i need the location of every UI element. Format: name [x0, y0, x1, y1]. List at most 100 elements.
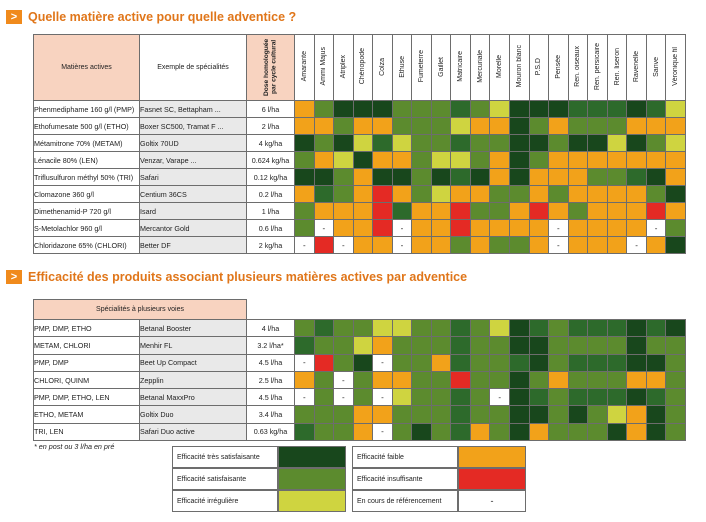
efficacy-cell	[450, 422, 471, 442]
efficacy-cell	[645, 117, 667, 135]
efficacy-cell	[509, 134, 530, 152]
efficacy-cell	[626, 100, 647, 118]
efficacy-cell	[665, 202, 686, 220]
weed-header-fumeterre: Fumeterre	[411, 34, 432, 101]
efficacy-cell	[626, 388, 647, 407]
efficacy-cell	[352, 100, 374, 118]
efficacy-cell	[450, 236, 471, 254]
efficacy-cell	[606, 151, 628, 169]
efficacy-cell	[548, 388, 569, 407]
efficacy-cell: -	[372, 422, 393, 442]
efficacy-cell	[430, 151, 452, 169]
efficacy-cell	[587, 168, 608, 186]
header-blank	[392, 299, 412, 320]
efficacy-cell	[469, 236, 491, 254]
weed-header-ethuse: Ethuse	[391, 34, 413, 101]
weed-label: Amarante	[300, 51, 308, 82]
weed-label: Véronique fil	[672, 47, 680, 86]
efficacy-cell	[528, 405, 550, 424]
header-blank	[607, 299, 627, 320]
efficacy-cell	[430, 100, 452, 118]
efficacy-cell: -	[391, 219, 413, 237]
weed-label: Mercuriale	[476, 50, 484, 83]
efficacy-cell	[352, 318, 374, 338]
active-cell: Ethofumesate 500 g/l (ETHO)	[33, 117, 140, 135]
footnote: * en post ou 3 l/ha en pré	[34, 442, 115, 451]
spec-cell: Safari	[139, 168, 247, 186]
header-blank	[646, 299, 666, 320]
weed-label: Atriplex	[339, 54, 347, 79]
legend-swatch	[278, 468, 346, 490]
legend-swatch	[458, 468, 526, 490]
efficacy-cell	[450, 185, 471, 203]
efficacy-cell	[606, 185, 628, 203]
efficacy-cell	[567, 185, 589, 203]
efficacy-cell	[469, 336, 491, 355]
efficacy-cell	[430, 422, 452, 442]
efficacy-cell	[313, 168, 335, 186]
header-dose-cell: Dose homologuée par cycle cultural	[246, 34, 295, 101]
efficacy-cell	[313, 370, 335, 390]
efficacy-cell	[352, 336, 374, 355]
efficacy-cell	[567, 151, 589, 169]
efficacy-cell	[528, 388, 550, 407]
efficacy-cell	[489, 151, 511, 169]
weed-header-colza: Colza	[372, 34, 393, 101]
efficacy-cell	[489, 353, 511, 372]
efficacy-cell	[294, 134, 315, 152]
efficacy-cell	[665, 117, 686, 135]
efficacy-cell	[567, 318, 589, 338]
efficacy-cell	[450, 100, 471, 118]
weed-header-pensee: Pensée	[548, 34, 569, 101]
efficacy-cell	[372, 185, 393, 203]
efficacy-cell	[489, 185, 511, 203]
efficacy-cell	[567, 202, 589, 220]
efficacy-cell	[469, 134, 491, 152]
efficacy-cell	[489, 422, 511, 442]
efficacy-cell: -	[626, 236, 647, 254]
spec-cell: Goltix 70UD	[139, 134, 247, 152]
efficacy-cell	[528, 202, 550, 220]
efficacy-cell	[509, 422, 530, 442]
efficacy-cell	[626, 370, 647, 390]
dose-cell: 3.2 l/ha*	[246, 336, 295, 355]
efficacy-cell	[528, 422, 550, 442]
efficacy-cell	[587, 134, 608, 152]
efficacy-cell	[430, 202, 452, 220]
efficacy-cell: -	[548, 236, 569, 254]
header-blank	[294, 299, 315, 320]
dose-cell: 2 l/ha	[246, 117, 295, 135]
efficacy-cell	[548, 370, 569, 390]
weed-label: Chénopode	[359, 48, 367, 85]
efficacy-cell	[587, 370, 608, 390]
efficacy-cell	[352, 202, 374, 220]
efficacy-cell	[430, 236, 452, 254]
efficacy-cell: -	[294, 236, 315, 254]
spec-cell: Isard	[139, 202, 247, 220]
weed-label: Ethuse	[398, 55, 406, 78]
weed-label: Sanve	[652, 56, 660, 77]
efficacy-cell	[372, 405, 393, 424]
efficacy-cell	[626, 405, 647, 424]
header-dose: Dose homologuée par cycle cultural	[263, 37, 278, 96]
efficacy-cell	[333, 353, 354, 372]
efficacy-cell: -	[294, 353, 315, 372]
efficacy-cell	[665, 219, 686, 237]
spec-cell: Boxer SC500, Tramat F ...	[139, 117, 247, 135]
efficacy-cell	[606, 168, 628, 186]
table-row: Phenmediphame 160 g/l (PMP) Fasnet SC, Be…	[33, 100, 686, 118]
efficacy-cell	[411, 202, 432, 220]
efficacy-cell	[548, 117, 569, 135]
efficacy-cell: -	[372, 388, 393, 407]
efficacy-cell	[587, 336, 608, 355]
spec-cell: Betanal MaxxPro	[139, 388, 247, 407]
efficacy-cell	[665, 388, 686, 407]
legend-label: En cours de référencement	[352, 490, 458, 512]
efficacy-cell	[391, 185, 413, 203]
weed-header-mouron-blanc: Mouron blanc	[509, 34, 530, 101]
efficacy-cell	[469, 219, 491, 237]
efficacy-cell	[548, 134, 569, 152]
efficacy-cell: -	[313, 219, 335, 237]
efficacy-cell	[567, 370, 589, 390]
efficacy-cell	[548, 151, 569, 169]
